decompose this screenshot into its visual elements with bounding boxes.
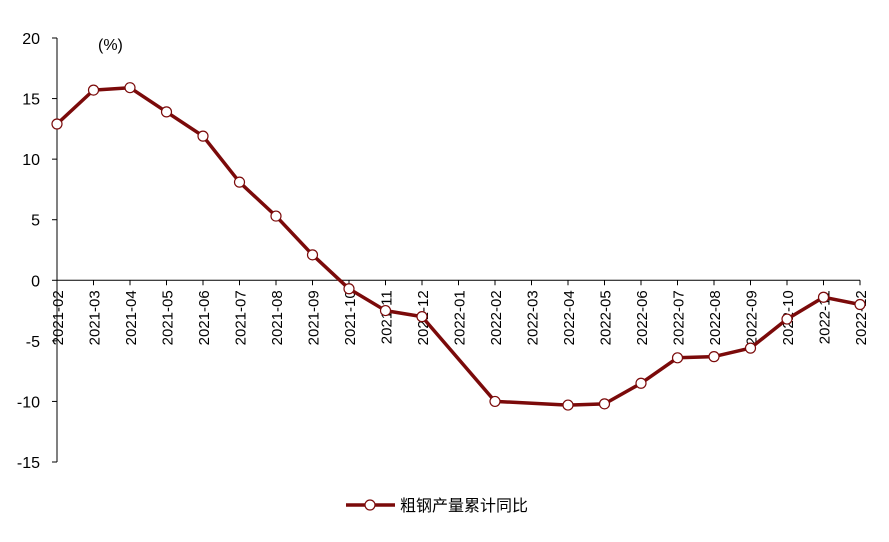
- x-axis: 2021-02 2021-03 2021-04 2021-05 2021-06 2021-…: [50, 279, 870, 345]
- y-axis: -15 -10 -5 0 5 10 15 20: [17, 31, 58, 472]
- y-tick-label: -15: [17, 455, 40, 472]
- x-tick-label: 2022-04: [561, 290, 578, 345]
- x-tick-label: 2021-09: [306, 290, 323, 345]
- data-point: [124, 82, 136, 94]
- legend-label: 粗钢产量累计同比: [400, 497, 528, 515]
- data-point: [197, 130, 209, 142]
- data-point: [233, 176, 246, 188]
- data-point: [379, 304, 392, 317]
- x-tick-label: 2021-05: [160, 290, 177, 345]
- data-point: [87, 84, 100, 96]
- x-tick-label: 2021-02: [50, 290, 67, 345]
- data-point: [781, 313, 793, 325]
- y-tick-label: 15: [22, 92, 40, 109]
- x-tick-label: 2022-12: [853, 290, 870, 345]
- x-tick-label: 2021-03: [87, 290, 104, 345]
- data-point: [817, 291, 830, 303]
- data-point: [343, 283, 355, 295]
- data-point: [708, 351, 720, 363]
- data-point: [744, 342, 757, 354]
- x-tick-label: 2022-01: [452, 290, 469, 345]
- x-tick-label: 2022-07: [671, 290, 688, 345]
- x-tick-label: 2022-09: [744, 290, 761, 345]
- data-point: [489, 395, 501, 408]
- data-point: [854, 298, 866, 311]
- series-line: [55, 85, 861, 407]
- x-tick-label: 2021-10: [342, 290, 359, 345]
- data-point: [598, 398, 611, 410]
- x-tick-label: 2022-06: [634, 290, 651, 345]
- y-tick-label: 5: [31, 213, 40, 230]
- legend: 粗钢产量累计同比: [346, 497, 528, 515]
- legend-point-marker: [364, 499, 376, 511]
- x-tick-label: 2021-06: [196, 290, 213, 345]
- x-tick-label: 2022-03: [525, 290, 542, 345]
- y-unit-label: (%): [98, 37, 123, 54]
- x-tick-label: 2021-04: [123, 290, 140, 345]
- x-tick-label: 2022-11: [817, 290, 834, 344]
- data-point: [635, 377, 647, 389]
- y-tick-label: -10: [17, 394, 40, 411]
- data-point: [306, 249, 319, 261]
- data-point: [671, 352, 684, 364]
- y-tick-label: -5: [26, 334, 40, 351]
- x-tick-label: 2022-02: [488, 290, 505, 345]
- x-tick-label: 2022-08: [707, 290, 724, 345]
- data-point: [51, 118, 63, 130]
- plot-area: [51, 82, 866, 411]
- data-point: [160, 106, 173, 118]
- data-point: [562, 399, 574, 411]
- y-tick-label: 20: [22, 31, 40, 48]
- x-tick-label: 2021-08: [269, 290, 286, 345]
- data-point: [270, 210, 282, 222]
- data-point: [416, 311, 428, 323]
- y-tick-label: 0: [31, 273, 40, 290]
- y-tick-label: 10: [22, 152, 40, 169]
- x-tick-label: 2021-11: [379, 290, 396, 344]
- x-tick-label: 2021-07: [233, 290, 250, 345]
- x-tick-label: 2022-05: [598, 290, 615, 345]
